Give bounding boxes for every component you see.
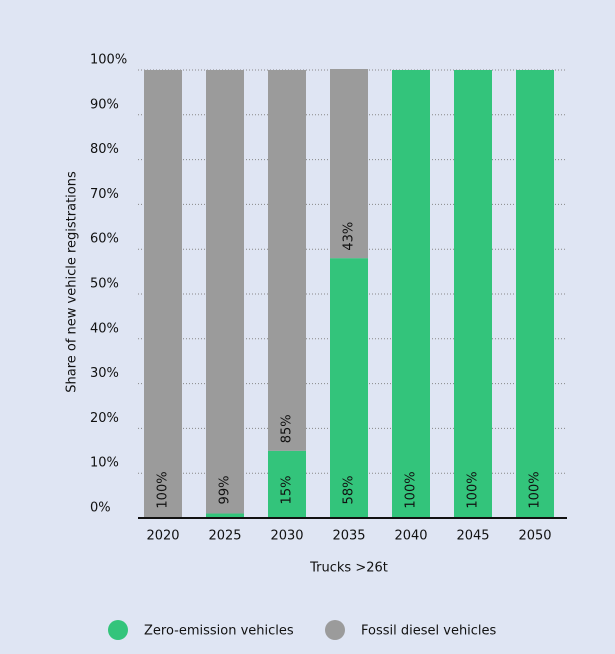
x-tick-label: 2025 xyxy=(208,529,241,544)
bar-segment xyxy=(454,70,492,518)
legend-label: Zero-emission vehicles xyxy=(144,624,294,639)
y-axis-title: Share of new vehicle registrations xyxy=(65,171,80,393)
data-label: 100% xyxy=(404,471,419,508)
legend-swatch xyxy=(325,620,345,640)
data-label: 85% xyxy=(280,414,295,443)
x-tick-label: 2030 xyxy=(270,529,303,544)
data-label: 100% xyxy=(156,471,171,508)
plot-area xyxy=(144,69,554,518)
y-tick-label: 70% xyxy=(90,187,119,202)
y-tick-label: 60% xyxy=(90,232,119,247)
bar-segment xyxy=(268,70,306,451)
y-tick-label: 100% xyxy=(90,53,127,68)
data-label: 15% xyxy=(280,476,295,505)
bar-segment xyxy=(330,69,368,259)
data-label: 100% xyxy=(528,471,543,508)
bar-segment xyxy=(392,70,430,518)
x-tick-label: 2035 xyxy=(332,529,365,544)
y-tick-label: 30% xyxy=(90,366,119,381)
y-tick-label: 50% xyxy=(90,277,119,292)
y-tick-label: 0% xyxy=(90,501,111,516)
x-axis-title: Trucks >26t xyxy=(309,561,388,576)
y-tick-label: 90% xyxy=(90,97,119,112)
data-label: 100% xyxy=(466,471,481,508)
y-tick-label: 10% xyxy=(90,456,119,471)
bar-segment xyxy=(206,513,244,518)
x-tick-label: 2045 xyxy=(456,529,489,544)
y-tick-label: 40% xyxy=(90,321,119,336)
y-tick-label: 20% xyxy=(90,411,119,426)
data-label: 58% xyxy=(342,476,357,505)
x-tick-label: 2040 xyxy=(394,529,427,544)
legend-label: Fossil diesel vehicles xyxy=(361,624,497,639)
bar-segment xyxy=(268,450,306,518)
bar-segment xyxy=(330,258,368,518)
bar-segment xyxy=(206,70,244,514)
legend-swatch xyxy=(108,620,128,640)
x-tick-label: 2050 xyxy=(518,529,551,544)
data-label: 99% xyxy=(218,476,233,505)
x-tick-label: 2020 xyxy=(146,529,179,544)
bar-segment xyxy=(144,70,182,518)
data-label: 43% xyxy=(342,222,357,251)
y-tick-label: 80% xyxy=(90,142,119,157)
bar-segment xyxy=(516,70,554,518)
